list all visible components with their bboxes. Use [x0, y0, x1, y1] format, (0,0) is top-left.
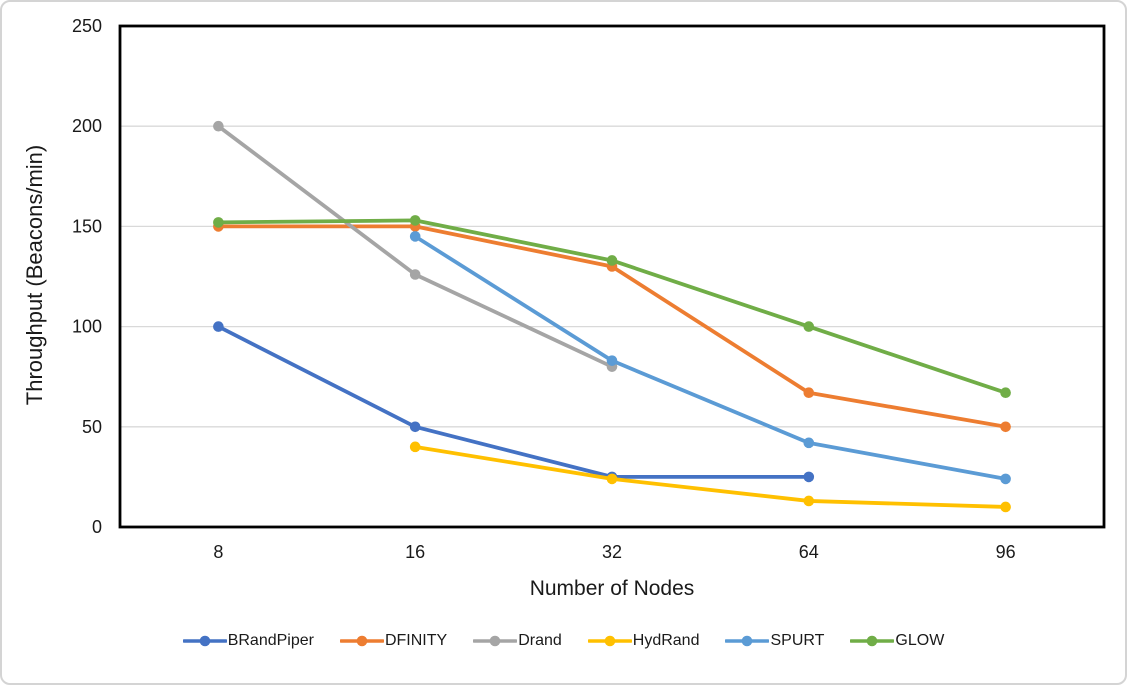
x-tick-label: 32: [602, 542, 622, 562]
plot-area: 0 50 100 150 200 250 8 16 32 64 96: [72, 16, 1106, 562]
legend: BRandPiper DFINITY Drand HydRand SPURT GLOW: [2, 632, 1125, 650]
legend-marker-icon: [587, 635, 632, 647]
x-tick-label: 8: [213, 542, 223, 562]
data-point-hydrand: [606, 473, 618, 485]
legend-item-hydrand: HydRand: [587, 632, 700, 650]
data-point-brandpiper: [803, 471, 815, 483]
x-tick-label: 64: [799, 542, 819, 562]
data-point-glow: [803, 321, 815, 332]
legend-label: DFINITY: [384, 632, 448, 649]
legend-marker-icon: [473, 635, 518, 647]
legend-label: BRandPiper: [227, 632, 314, 649]
y-tick-label: 250: [72, 16, 102, 36]
data-point-drand: [409, 269, 421, 280]
legend-label: Drand: [518, 632, 562, 649]
legend-label: GLOW: [895, 632, 945, 649]
y-tick-label: 200: [72, 116, 102, 136]
legend-marker-dot: [356, 635, 368, 647]
legend-label: SPURT: [770, 632, 825, 649]
data-point-hydrand: [803, 495, 815, 507]
x-tick-label: 16: [405, 542, 425, 562]
data-point-spurt: [606, 355, 618, 366]
legend-marker-icon: [725, 635, 770, 647]
data-point-glow: [213, 217, 224, 228]
y-axis-title: Throughput (Beacons/min): [22, 144, 47, 406]
legend-marker-dot: [867, 635, 878, 647]
legend-marker-icon: [339, 635, 384, 647]
data-point-glow: [409, 215, 421, 226]
x-tick-label: 96: [996, 542, 1016, 562]
legend-marker-dot: [199, 635, 210, 647]
y-tick-label: 150: [72, 216, 102, 236]
data-point-dfinity: [803, 387, 815, 399]
y-tick-label: 50: [82, 417, 102, 437]
series-line-hydrand: [413, 444, 1008, 509]
y-tick-label: 0: [92, 517, 102, 537]
legend-item-brandpiper: BRandPiper: [182, 632, 314, 650]
legend-label: HydRand: [632, 632, 700, 649]
data-point-glow: [1000, 387, 1011, 399]
data-point-spurt: [409, 231, 421, 242]
legend-marker-dot: [489, 635, 501, 647]
y-tick-label: 100: [72, 317, 102, 337]
legend-marker-dot: [742, 635, 753, 647]
legend-item-glow: GLOW: [850, 632, 944, 650]
legend-marker-icon: [182, 635, 227, 647]
legend-item-dfinity: DFINITY: [339, 632, 448, 650]
series-line-brandpiper: [216, 324, 811, 479]
series-line-drand: [216, 124, 614, 369]
data-point-glow: [606, 255, 618, 266]
legend-item-drand: Drand: [473, 632, 562, 650]
legend-item-spurt: SPURT: [725, 632, 824, 650]
data-point-dfinity: [1000, 421, 1011, 433]
data-point-hydrand: [409, 441, 421, 453]
legend-marker-icon: [850, 635, 895, 647]
data-point-brandpiper: [213, 321, 224, 332]
data-point-brandpiper: [409, 421, 421, 433]
data-point-spurt: [803, 437, 815, 449]
x-axis-title: Number of Nodes: [529, 577, 695, 600]
series-line-spurt: [413, 234, 1008, 481]
data-point-hydrand: [1000, 501, 1011, 513]
plot-border: [118, 24, 1106, 529]
data-point-drand: [213, 120, 224, 132]
legend-marker-dot: [604, 635, 616, 647]
data-point-spurt: [1000, 473, 1011, 485]
